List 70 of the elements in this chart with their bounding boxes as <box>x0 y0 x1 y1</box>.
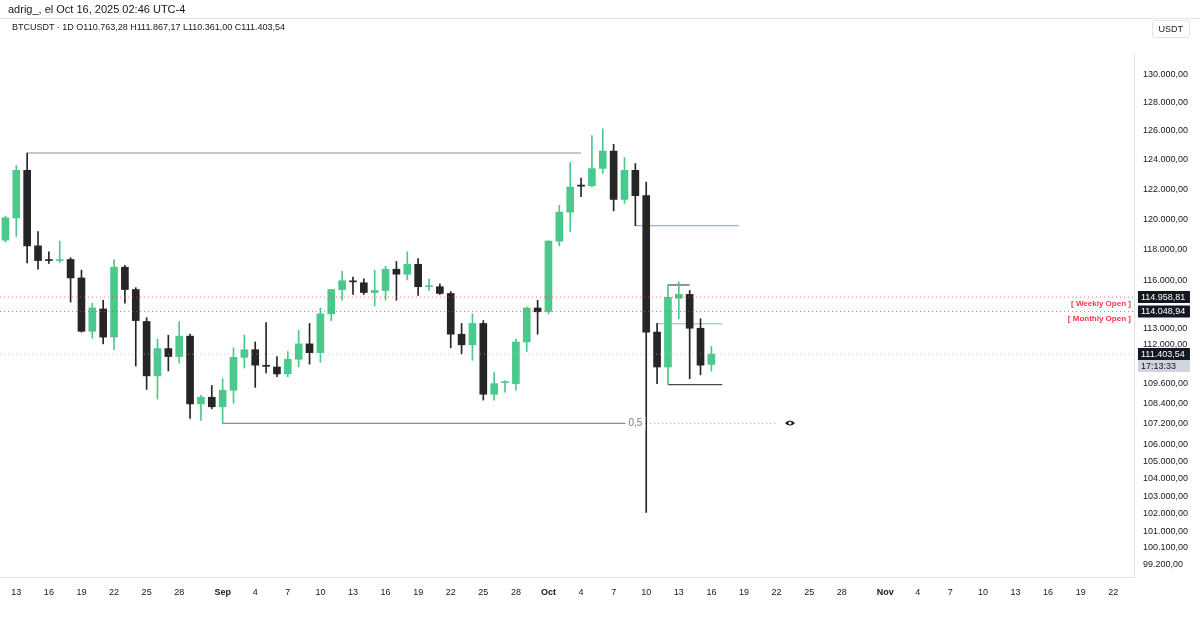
y-tick-label: 120.000,00 <box>1142 213 1188 224</box>
y-tick-label: 124.000,00 <box>1142 154 1188 165</box>
x-tick-label: 19 <box>1075 587 1086 598</box>
x-tick-label: 10 <box>977 587 988 598</box>
text: 114.958,81 <box>1140 291 1186 302</box>
x-tick-label: 10 <box>641 587 652 598</box>
y-tick-label: 126.000,00 <box>1142 125 1188 136</box>
y-tick-label: 99.200,00 <box>1142 558 1183 569</box>
x-tick-label: 7 <box>285 587 291 598</box>
y-tick-label: 128.000,00 <box>1142 96 1188 107</box>
x-tick-label: 22 <box>771 587 782 598</box>
candlestick <box>425 278 433 291</box>
ref-line-label: [ Monthly Open ] <box>1067 313 1132 323</box>
y-tick-label: 122.000,00 <box>1142 183 1188 194</box>
x-tick-label: 28 <box>510 587 521 598</box>
x-tick-label: 13 <box>1010 587 1021 598</box>
x-tick-label: 19 <box>738 587 749 598</box>
x-tick-label: 13 <box>673 587 684 598</box>
y-tick-label: 107.200,00 <box>1142 418 1188 429</box>
y-tick-label: 116.000,00 <box>1142 275 1188 286</box>
x-tick-label: 22 <box>1108 587 1119 598</box>
x-tick-label: Sep <box>214 587 232 598</box>
x-tick-label: 7 <box>611 587 617 598</box>
x-tick-label: 10 <box>315 587 326 598</box>
y-tick-label: 108.400,00 <box>1142 398 1188 409</box>
candlestick <box>262 322 270 374</box>
y-tick-label: 130.000,00 <box>1142 68 1188 79</box>
annotation: 0,5 <box>628 417 643 429</box>
candlestick <box>501 380 509 393</box>
x-tick-label: 22 <box>445 587 456 598</box>
candlestick <box>45 251 53 264</box>
x-tick-label: 4 <box>915 587 921 598</box>
y-tick-label: 101.000,00 <box>1142 526 1188 537</box>
x-tick-label: 13 <box>11 587 22 598</box>
y-tick-label: 102.000,00 <box>1142 508 1188 519</box>
chart-title: BTCUSDT · 1D O110.763,28 H111.867,17 L110.361,00 C111.403,54 <box>12 22 286 32</box>
y-tick-label: 113.000,00 <box>1142 322 1188 333</box>
y-tick-label: 112.000,00 <box>1142 338 1188 349</box>
x-tick-label: Oct <box>540 587 556 598</box>
x-tick-label: 25 <box>478 587 489 598</box>
x-tick-label: 25 <box>804 587 815 598</box>
x-tick-label: 19 <box>76 587 87 598</box>
x-tick-label: 7 <box>947 587 953 598</box>
text: 114.048,94 <box>1140 305 1186 316</box>
y-tick-label: 118.000,00 <box>1142 244 1188 255</box>
y-tick-label: 105.000,00 <box>1142 455 1188 466</box>
x-tick-label: 16 <box>706 587 717 598</box>
chart-subtitle: adrig_, el Oct 16, 2025 02:46 UTC-4 <box>8 3 186 15</box>
x-tick-label: 16 <box>43 587 54 598</box>
x-tick-label: 13 <box>347 587 358 598</box>
x-tick-label: 28 <box>836 587 847 598</box>
text: 17:13:33 <box>1140 360 1176 371</box>
y-tick-label: 106.000,00 <box>1142 438 1188 449</box>
x-tick-label: 16 <box>380 587 391 598</box>
x-tick-label: 22 <box>109 587 120 598</box>
x-tick-label: 25 <box>141 587 152 598</box>
y-tick-label: 104.000,00 <box>1142 473 1188 484</box>
x-tick-label: 19 <box>413 587 424 598</box>
y-axis-title: USDT <box>1151 20 1190 38</box>
y-tick-label: 109.600,00 <box>1142 378 1188 389</box>
x-tick-label: 4 <box>578 587 584 598</box>
y-tick-label: 103.000,00 <box>1142 490 1188 501</box>
y-tick-label: 100.100,00 <box>1142 542 1188 553</box>
x-tick-label: Nov <box>876 587 894 598</box>
candlestick <box>55 240 64 263</box>
x-tick-label: 16 <box>1043 587 1054 598</box>
text: 111.403,54 <box>1140 348 1185 359</box>
x-tick-label: 28 <box>174 587 185 598</box>
x-tick-label: 4 <box>252 587 258 598</box>
ref-line-label: [ Weekly Open ] <box>1071 299 1132 309</box>
